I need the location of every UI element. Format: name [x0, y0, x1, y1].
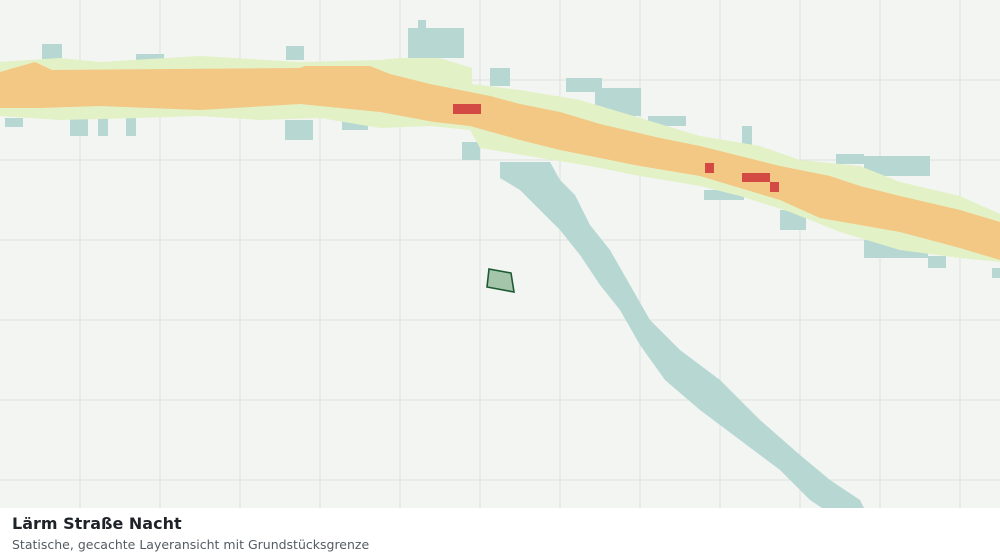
noise-block — [864, 156, 930, 176]
noise-block — [490, 68, 510, 86]
parcel-boundary — [486, 268, 515, 293]
noise-zone-low — [500, 162, 870, 520]
noise-spot — [705, 163, 714, 173]
noise-block — [648, 116, 686, 126]
noise-block — [98, 110, 108, 136]
noise-block — [418, 20, 426, 30]
noise-mid — [0, 62, 1000, 260]
noise-block — [285, 120, 313, 140]
noise-zone-mid-low — [0, 56, 1000, 262]
noise-block — [462, 142, 480, 160]
noise-block — [704, 190, 744, 200]
noise-block — [566, 78, 602, 92]
noise-block — [126, 118, 136, 136]
info-panel: Lärm Straße Nacht Statische, gecachte La… — [0, 508, 1000, 560]
noise-zone-mid — [0, 62, 1000, 260]
noise-block — [992, 268, 1000, 278]
noise-spot — [453, 104, 481, 114]
noise-spot — [770, 182, 779, 192]
noise-block — [742, 126, 752, 146]
layer-title: Lärm Straße Nacht — [12, 514, 182, 533]
noise-block — [408, 28, 464, 58]
layer-subtitle: Statische, gecachte Layeransicht mit Gru… — [12, 537, 370, 552]
noise-block — [286, 46, 304, 60]
noise-high — [453, 104, 779, 192]
noise-block — [70, 118, 88, 136]
noise-block — [928, 256, 946, 268]
noise-mid-low — [0, 56, 1000, 262]
noise-spot — [742, 173, 770, 182]
noise-block — [836, 154, 864, 164]
noise-block — [5, 118, 23, 127]
